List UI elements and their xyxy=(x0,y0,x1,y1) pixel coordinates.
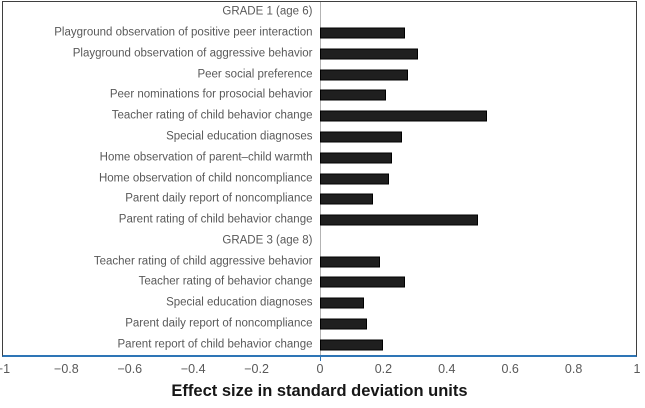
chart-row: Teacher rating of behavior change xyxy=(3,272,636,293)
category-label: Parent rating of child behavior change xyxy=(118,213,313,226)
x-tick-label: 0.6 xyxy=(501,362,519,376)
bar xyxy=(319,131,402,143)
chart-row: Parent rating of child behavior change xyxy=(3,210,636,231)
x-tick-label: 0 xyxy=(316,362,324,376)
chart-row: Peer social preference xyxy=(3,64,636,85)
x-tick-label: 0.8 xyxy=(564,362,583,376)
chart-row: Playground observation of positive peer … xyxy=(3,23,636,44)
category-label: Playground observation of positive peer … xyxy=(54,26,313,39)
x-tick-label: −0.6 xyxy=(117,362,143,376)
category-label: Special education diagnoses xyxy=(166,296,313,309)
chart-row: Home observation of child noncompliance xyxy=(3,168,636,189)
bar xyxy=(319,256,380,268)
category-label: Playground observation of aggressive beh… xyxy=(72,47,313,60)
category-label: Peer social preference xyxy=(197,68,313,81)
bar xyxy=(319,48,418,60)
category-label: Home observation of parent–child warmth xyxy=(99,151,313,164)
x-tick-label: 0.4 xyxy=(438,362,456,376)
x-tick-label: −0.8 xyxy=(54,362,79,376)
group-header-label: GRADE 1 (age 6) xyxy=(222,5,313,18)
chart-row: Teacher rating of child aggressive behav… xyxy=(3,251,636,272)
x-tick-label: 1 xyxy=(633,362,641,376)
chart-row: Parent daily report of noncompliance xyxy=(3,313,636,334)
category-label: Peer nominations for prosocial behavior xyxy=(109,88,313,101)
category-label: Parent daily report of noncompliance xyxy=(125,317,313,330)
bar xyxy=(319,276,405,288)
group-header-row: GRADE 3 (age 8) xyxy=(3,230,636,251)
category-label: Parent report of child behavior change xyxy=(117,338,313,351)
bar xyxy=(319,69,409,81)
chart-rows: GRADE 1 (age 6) Playground observation of… xyxy=(3,2,636,355)
bar xyxy=(319,89,386,101)
bar xyxy=(319,193,374,205)
chart-row: Peer nominations for prosocial behavior xyxy=(3,85,636,106)
bar xyxy=(319,318,367,330)
chart-row: Special education diagnoses xyxy=(3,293,636,314)
bar xyxy=(319,214,478,226)
bar xyxy=(319,297,364,309)
category-label: Home observation of child noncompliance xyxy=(98,172,313,184)
x-tick-label: −1 xyxy=(0,362,11,376)
x-axis-ticks: −1 −0.8 −0.6 −0.4 −0.2 0 0.2 0.4 0.6 0.8 1 xyxy=(0,362,640,378)
x-tick-label: −0.2 xyxy=(244,362,269,376)
bar xyxy=(319,339,383,351)
bar xyxy=(319,173,390,184)
x-axis-title: Effect size in standard deviation units xyxy=(171,382,468,400)
category-label: Parent daily report of noncompliance xyxy=(125,192,313,205)
chart-row: Parent report of child behavior change xyxy=(3,334,636,355)
chart-row: Teacher rating of child behavior change xyxy=(3,106,636,127)
bar xyxy=(319,152,393,164)
bar xyxy=(319,110,488,122)
chart-row: Parent daily report of noncompliance xyxy=(3,189,636,210)
group-header-label: GRADE 3 (age 8) xyxy=(222,234,313,247)
x-tick-label: −0.4 xyxy=(180,362,206,376)
chart-row: Playground observation of aggressive beh… xyxy=(3,44,636,65)
category-label: Teacher rating of child behavior change xyxy=(111,109,313,122)
category-label: Teacher rating of behavior change xyxy=(138,275,313,288)
category-label: Special education diagnoses xyxy=(166,130,313,143)
group-header-row: GRADE 1 (age 6) xyxy=(3,2,636,23)
category-label: Teacher rating of child aggressive behav… xyxy=(93,255,313,268)
zero-axis-tick xyxy=(319,357,321,361)
bar xyxy=(319,27,405,39)
chart-row: Special education diagnoses xyxy=(3,127,636,148)
x-tick-label: 0.2 xyxy=(374,362,393,376)
chart-row: Home observation of parent–child warmth xyxy=(3,147,636,168)
plot-area: GRADE 1 (age 6) Playground observation of… xyxy=(2,1,637,361)
